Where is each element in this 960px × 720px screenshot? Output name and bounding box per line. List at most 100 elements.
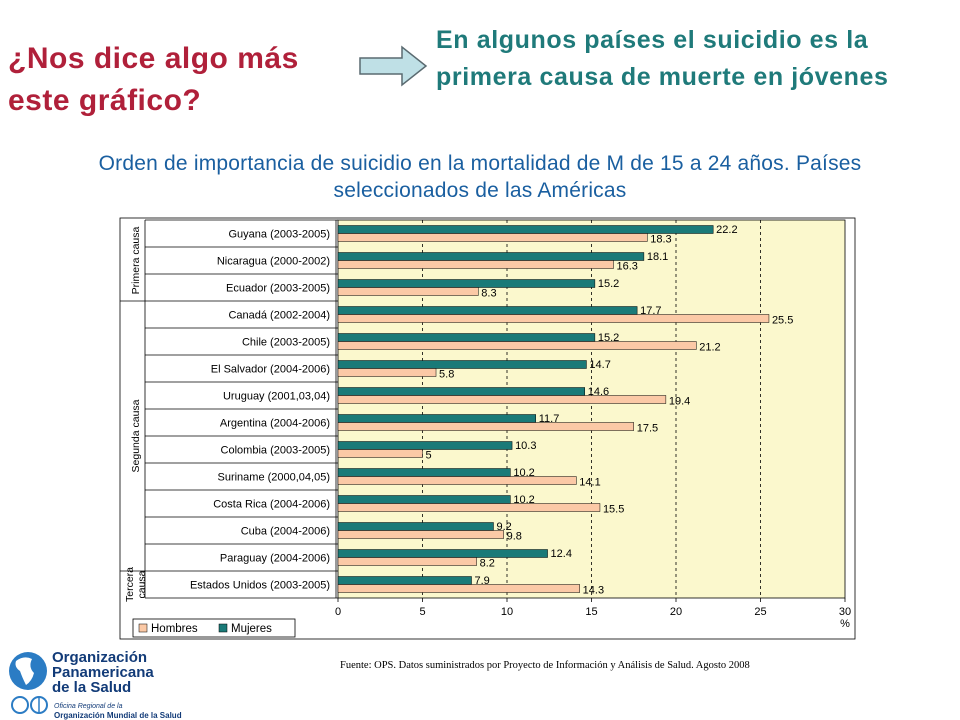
bar-hombres: [337, 530, 504, 539]
bar-hombres: [337, 503, 601, 512]
bar-mujeres: [337, 468, 511, 477]
org-name-line-2: Panamericana: [52, 664, 154, 681]
x-tick-label: 5: [419, 606, 425, 618]
legend-swatch-mujeres: [218, 623, 228, 633]
data-label-mujeres: 17.7: [640, 305, 661, 317]
group-label: Tercera: [124, 567, 136, 602]
org-name-line-3: de la Salud: [52, 679, 132, 696]
category-label: Suriname (2000,04,05): [217, 472, 330, 484]
category-label: El Salvador (2004-2006): [211, 364, 330, 376]
data-label-hombres: 9.8: [507, 531, 522, 543]
org-subtitle-2: Organización Mundial de la Salud: [54, 711, 182, 720]
category-label: Uruguay (2001,03,04): [223, 391, 330, 403]
bar-mujeres: [337, 387, 585, 396]
data-label-mujeres: 10.2: [513, 494, 534, 506]
data-label-hombres: 16.3: [616, 261, 637, 273]
bar-chart: 0 5 10 15 20 25 30% Guyana (2003-2005) 22.2 18.3 N…: [119, 217, 856, 640]
x-tick-label: 15: [585, 606, 597, 618]
right-arrow-icon: [359, 45, 428, 87]
bar-hombres: [337, 341, 697, 350]
category-label: Canadá (2002-2004): [228, 310, 330, 322]
bar-mujeres: [337, 414, 536, 423]
group-label: Primera causa: [130, 227, 142, 295]
bar-mujeres: [337, 522, 494, 531]
bar-mujeres: [337, 576, 472, 585]
data-label-hombres: 5.8: [439, 369, 454, 381]
category-label: Guyana (2003-2005): [228, 229, 330, 241]
bar-mujeres: [337, 495, 511, 504]
legend-box: [132, 618, 296, 638]
legend-label-hombres: Hombres: [151, 623, 198, 635]
data-label-hombres: 18.3: [650, 234, 671, 246]
paho-logo-icon: [9, 652, 48, 714]
data-label-hombres: 21.2: [699, 342, 720, 354]
bar-mujeres: [337, 441, 513, 450]
data-label-mujeres: 12.4: [551, 548, 572, 560]
data-label-mujeres: 18.1: [647, 251, 668, 263]
category-label: Colombia (2003-2005): [221, 445, 330, 457]
bar-mujeres: [337, 360, 587, 369]
bar-mujeres: [337, 252, 645, 261]
x-tick-label: 25: [754, 606, 766, 618]
data-label-hombres: 25.5: [772, 315, 793, 327]
data-label-hombres: 8.3: [481, 288, 496, 300]
category-label: Nicaragua (2000-2002): [217, 256, 330, 268]
x-tick-label: 0: [335, 606, 341, 618]
bar-hombres: [337, 233, 648, 242]
bar-hombres: [337, 368, 437, 377]
data-label-mujeres: 7.9: [475, 575, 490, 587]
bar-hombres: [337, 395, 667, 404]
legend-label-mujeres: Mujeres: [231, 623, 272, 635]
data-label-hombres: 14.3: [583, 585, 604, 597]
x-tick-label: 20: [670, 606, 682, 618]
x-tick-label: 30: [839, 606, 851, 618]
bar-hombres: [337, 476, 577, 485]
org-name: Organización Panamericana de la Salud: [52, 650, 154, 695]
bar-hombres: [337, 557, 477, 566]
source-note: Fuente: OPS. Datos suministrados por Pro…: [340, 660, 750, 671]
x-tick-label: 10: [501, 606, 513, 618]
data-label-mujeres: 11.7: [539, 413, 560, 425]
category-label: Estados Unidos (2003-2005): [190, 580, 330, 592]
data-label-mujeres: 15.2: [598, 278, 619, 290]
category-label: Costa Rica (2004-2006): [213, 499, 330, 511]
data-label-mujeres: 10.3: [515, 440, 536, 452]
bar-mujeres: [337, 333, 596, 342]
bar-mujeres: [337, 225, 714, 234]
data-label-mujeres: 14.6: [588, 386, 609, 398]
slide-title: ¿Nos dice algo más este gráfico?: [8, 42, 299, 117]
data-label-hombres: 5: [426, 450, 432, 462]
bar-hombres: [337, 584, 580, 593]
data-label-mujeres: 22.2: [716, 224, 737, 236]
x-axis-label: %: [840, 618, 850, 630]
data-label-hombres: 8.2: [480, 558, 495, 570]
group-label: causa: [136, 570, 148, 598]
category-label: Ecuador (2003-2005): [226, 283, 330, 295]
bar-hombres: [337, 422, 634, 431]
slide-subtitle: En algunos países el suicidio es la prim…: [436, 26, 889, 91]
org-name-line-1: Organización: [52, 649, 148, 666]
chart-heading: Orden de importancia de suicidio en la m…: [98, 152, 862, 202]
group-label: Segunda causa: [130, 399, 142, 472]
legend-swatch-hombres: [138, 623, 148, 633]
bar-mujeres: [337, 549, 548, 558]
bar-mujeres: [337, 306, 638, 315]
bar-hombres: [337, 449, 423, 458]
category-label: Paraguay (2004-2006): [220, 553, 330, 565]
bar-mujeres: [337, 279, 596, 288]
data-label-mujeres: 9.2: [496, 521, 511, 533]
data-label-hombres: 19.4: [669, 396, 690, 408]
category-label: Chile (2003-2005): [242, 337, 330, 349]
bar-hombres: [337, 287, 479, 296]
category-label: Cuba (2004-2006): [241, 526, 330, 538]
data-label-mujeres: 10.2: [513, 467, 534, 479]
data-label-hombres: 14.1: [579, 477, 600, 489]
bar-hombres: [337, 314, 770, 323]
org-subtitle-1: Oficina Regional de la: [54, 703, 123, 710]
category-label: Argentina (2004-2006): [220, 418, 330, 430]
data-label-mujeres: 15.2: [598, 332, 619, 344]
bar-hombres: [337, 260, 614, 269]
data-label-hombres: 17.5: [637, 423, 658, 435]
data-label-mujeres: 14.7: [589, 359, 610, 371]
data-label-hombres: 15.5: [603, 504, 624, 516]
